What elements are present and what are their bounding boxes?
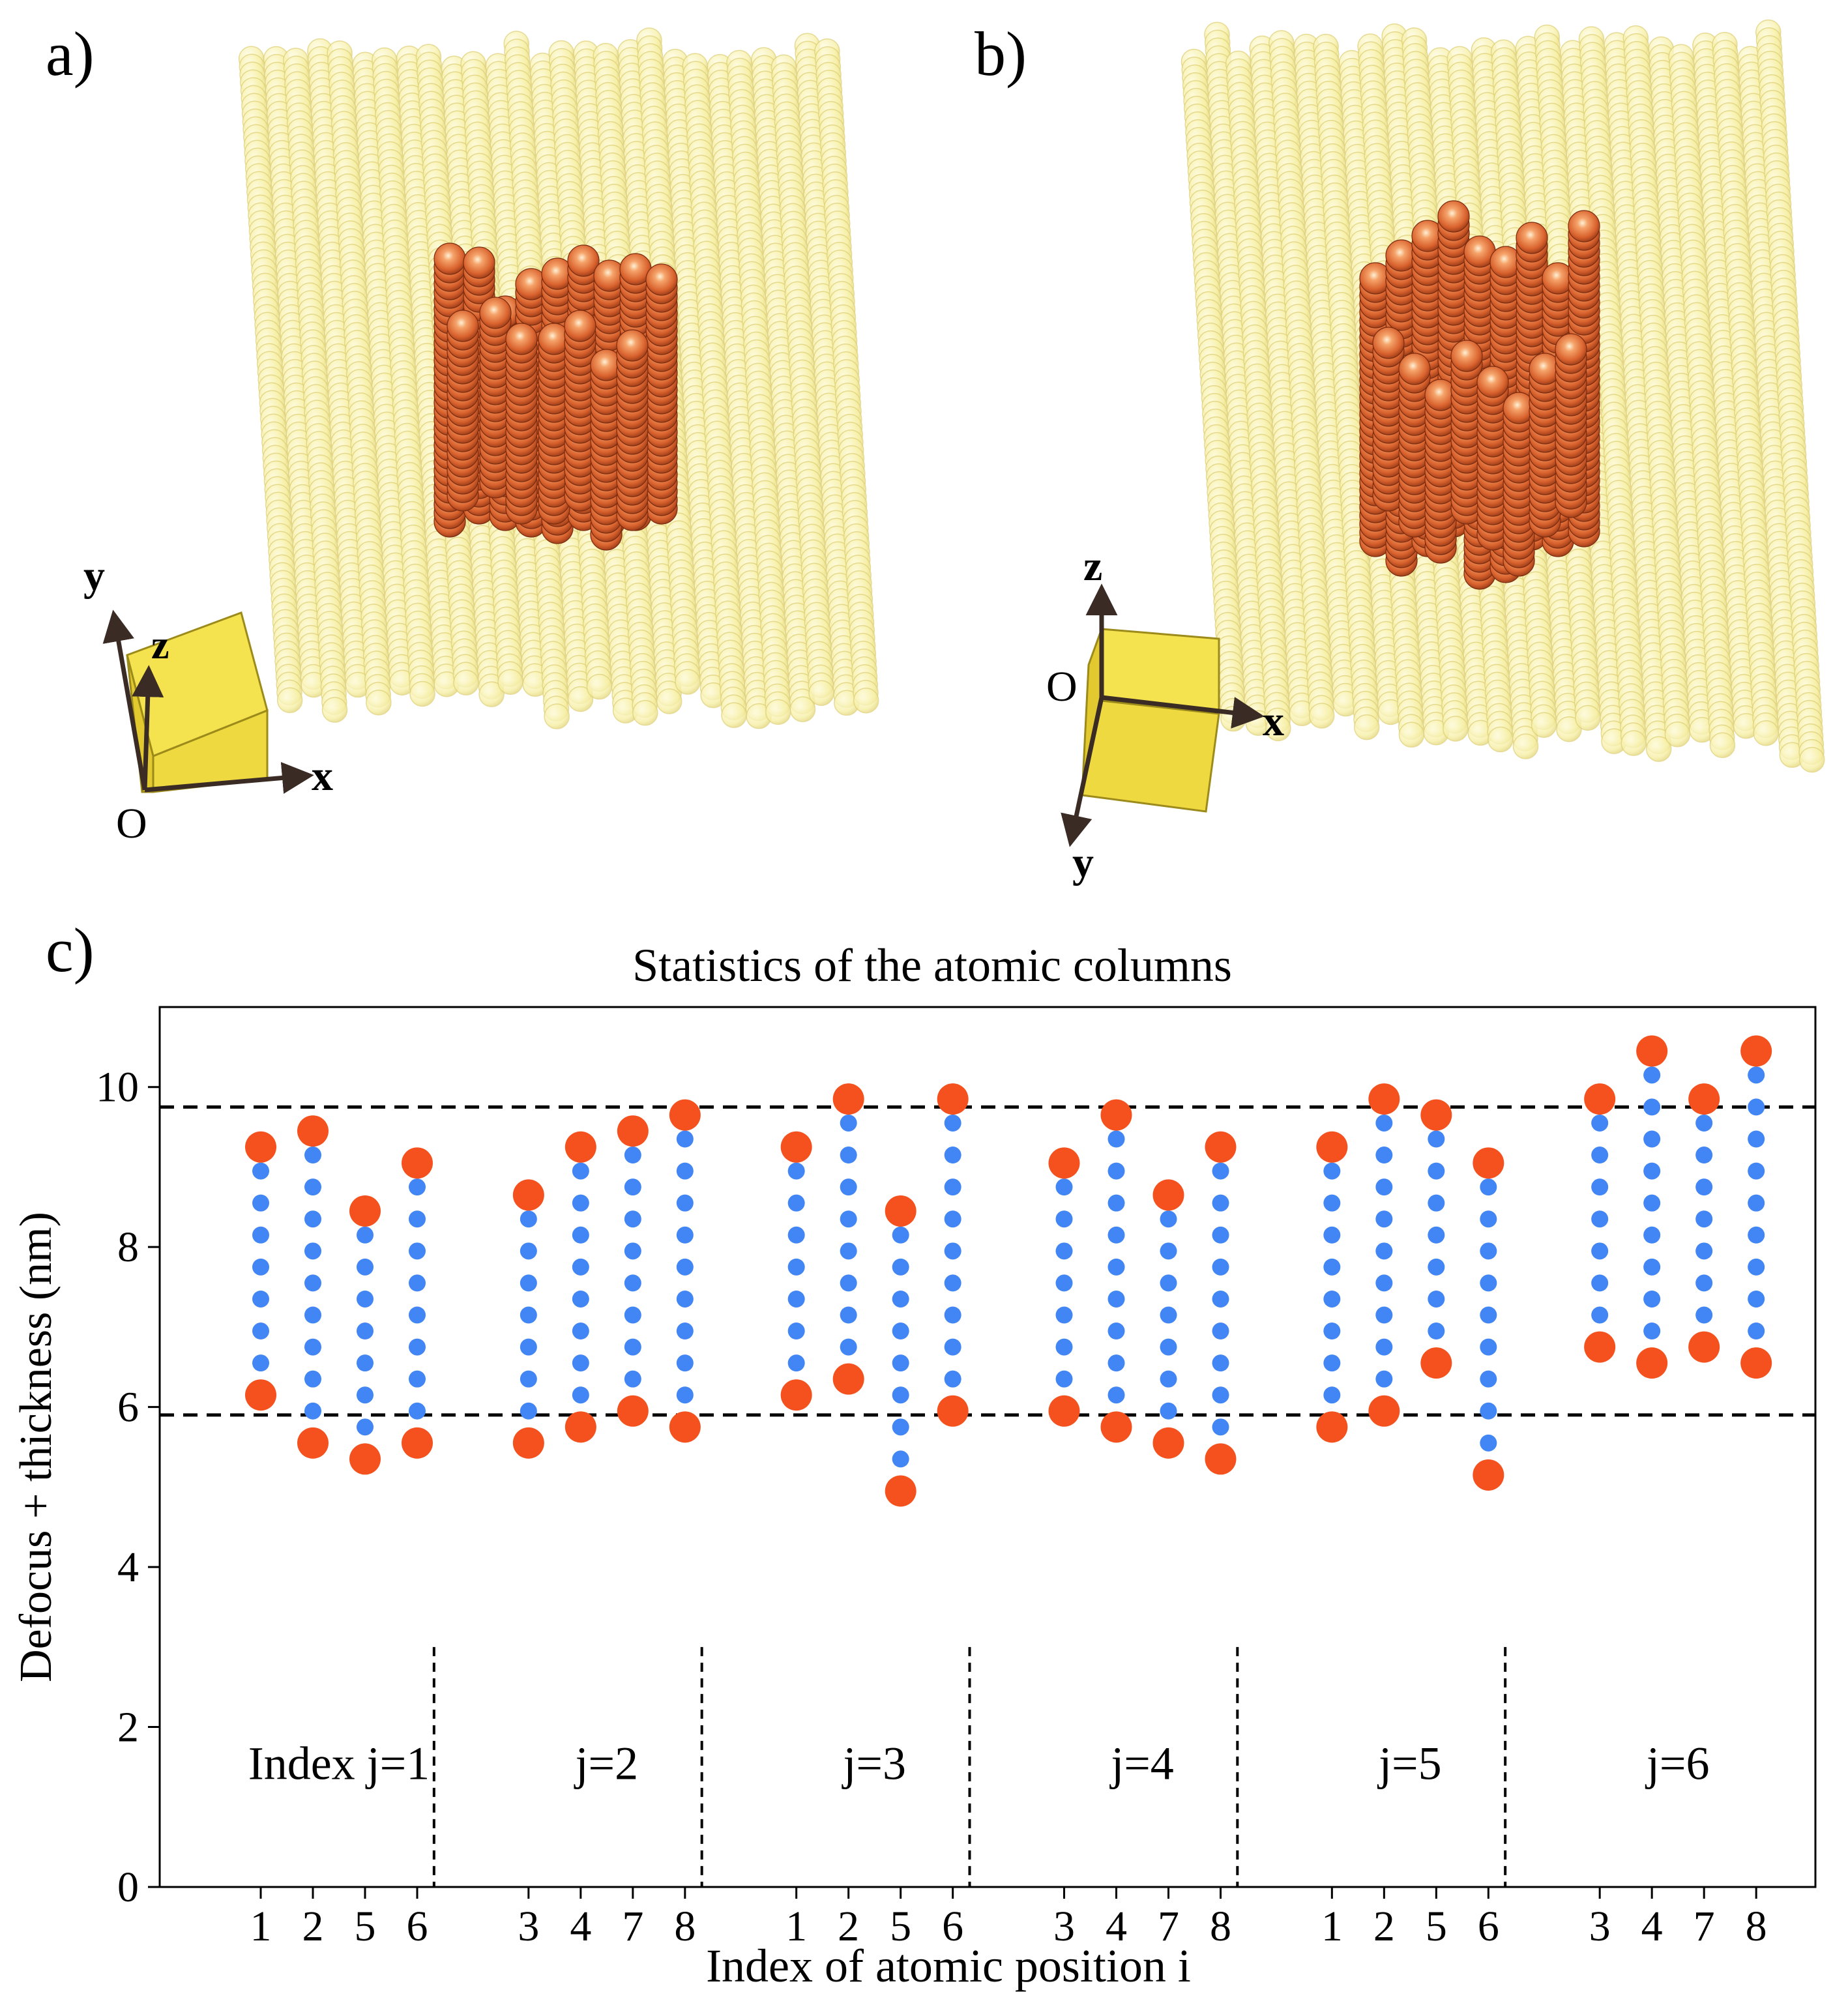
host-atom	[409, 680, 435, 707]
nano-atom	[447, 310, 479, 342]
nano-atom	[645, 263, 678, 296]
host-atom	[656, 688, 682, 714]
host-atom	[478, 681, 505, 707]
nano-atom	[505, 323, 538, 355]
panel-a-nanocluster	[433, 242, 678, 551]
host-atom	[1488, 726, 1514, 753]
panel-a: a) y z x O	[46, 19, 879, 847]
host-atom	[1575, 705, 1601, 731]
panel-b-label: b)	[975, 19, 1027, 89]
panel-a-axis-origin: O	[116, 800, 147, 847]
host-atom	[497, 669, 523, 695]
host-atom	[1443, 716, 1469, 742]
host-atom	[765, 699, 791, 725]
host-atom	[544, 703, 570, 729]
host-atom	[276, 687, 303, 714]
host-atom	[366, 690, 392, 716]
host-atom	[675, 669, 701, 695]
host-atom	[808, 680, 834, 706]
host-atom	[586, 673, 613, 700]
host-atom	[1753, 720, 1780, 746]
host-atom	[1512, 733, 1539, 759]
host-atom	[1709, 732, 1736, 759]
host-atom	[1531, 712, 1557, 738]
nano-atom	[433, 242, 466, 275]
panel-a-axis-x: x	[312, 752, 333, 800]
host-atom	[1398, 722, 1425, 748]
host-atom	[1353, 714, 1380, 740]
nano-atom	[564, 310, 596, 342]
panel-a-label: a)	[46, 19, 95, 89]
host-atom	[721, 702, 747, 728]
host-atom	[321, 697, 348, 723]
host-atom	[632, 699, 658, 726]
host-atom	[453, 669, 479, 695]
host-atom	[1308, 703, 1335, 729]
panel-a-axis-y: y	[83, 552, 105, 600]
panel-a-axis-z: z	[151, 623, 169, 667]
panel-b: b) z x y O	[975, 19, 1825, 886]
host-atom	[1621, 730, 1647, 756]
host-atom	[1664, 721, 1691, 748]
nano-atom	[463, 246, 495, 279]
host-atom	[853, 687, 879, 714]
nano-atom	[479, 297, 512, 329]
nano-atom	[616, 329, 649, 362]
